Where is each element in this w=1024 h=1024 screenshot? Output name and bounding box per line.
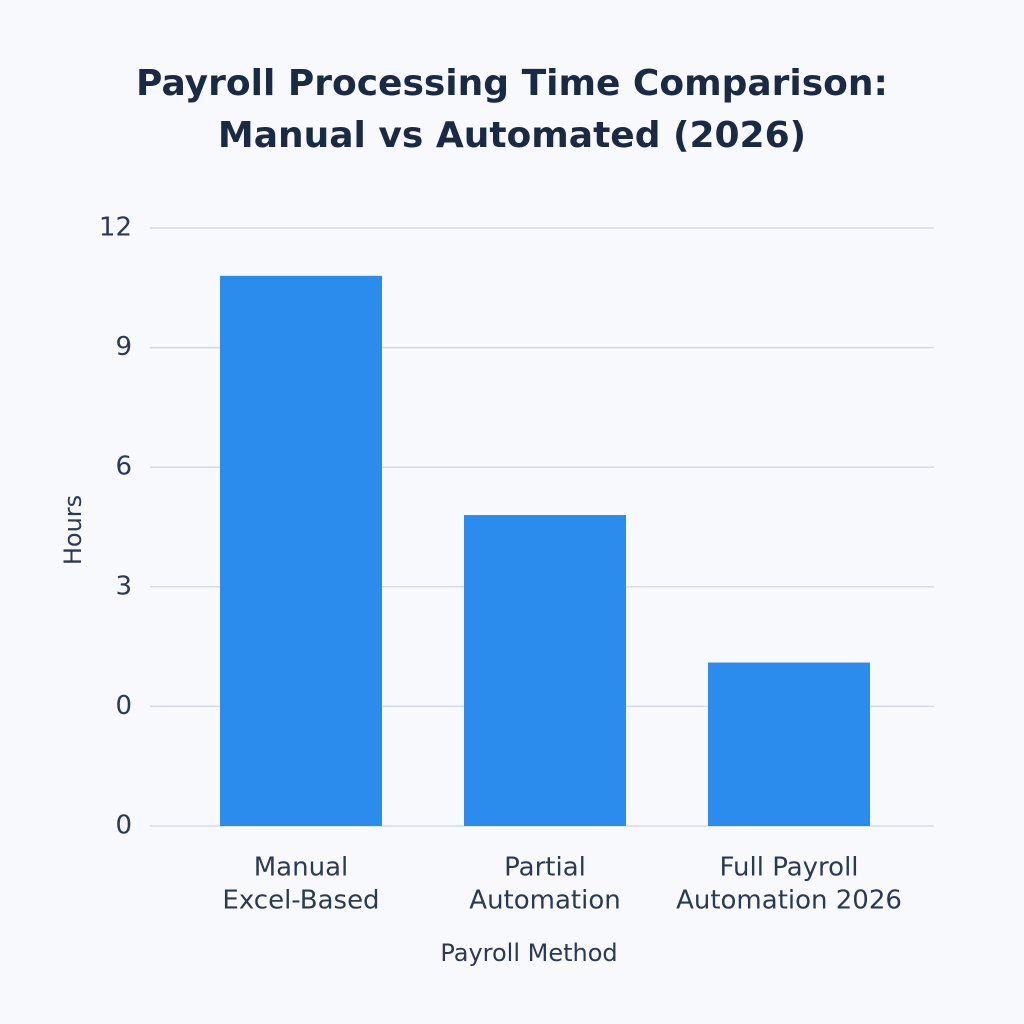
- x-category-label: Partial: [504, 853, 586, 883]
- chart-title-line-1: Payroll Processing Time Comparison:: [136, 63, 888, 104]
- y-tick-label: 3: [115, 571, 132, 601]
- x-category-label: Excel-Based: [222, 886, 379, 916]
- y-tick-label: 0: [115, 811, 132, 841]
- bar: [220, 275, 382, 827]
- x-category-label: Automation: [469, 886, 620, 916]
- bar: [708, 662, 870, 826]
- chart-title-line-2: Manual vs Automated (2026): [217, 115, 807, 156]
- y-axis-title: Hours: [59, 495, 87, 565]
- y-tick-label: 6: [115, 452, 132, 482]
- bar: [464, 515, 626, 826]
- x-axis-title: Payroll Method: [440, 939, 617, 967]
- y-tick-label: 12: [99, 213, 132, 243]
- x-category-label: Automation 2026: [676, 886, 902, 916]
- y-tick-label: 0: [115, 691, 132, 721]
- x-category-label: Full Payroll: [719, 853, 858, 883]
- x-category-label: Manual: [254, 853, 348, 883]
- y-tick-label: 9: [115, 332, 132, 362]
- chart-title: Payroll Processing Time Comparison: Manu…: [0, 58, 1024, 162]
